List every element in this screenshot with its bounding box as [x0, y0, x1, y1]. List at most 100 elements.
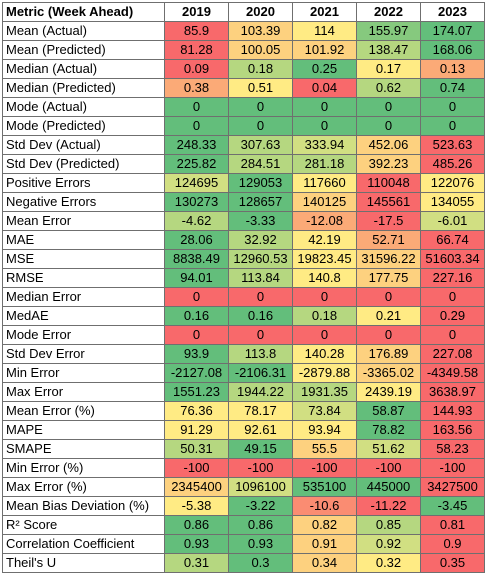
- value-cell[interactable]: 225.82: [164, 154, 229, 174]
- value-cell[interactable]: 3638.97: [420, 382, 485, 402]
- value-cell[interactable]: 110048: [356, 173, 421, 193]
- value-cell[interactable]: 55.5: [292, 439, 357, 459]
- value-cell[interactable]: 0.25: [292, 59, 357, 79]
- value-cell[interactable]: 93.9: [164, 344, 229, 364]
- header-year-2021[interactable]: 2021: [292, 2, 357, 22]
- value-cell[interactable]: 333.94: [292, 135, 357, 155]
- value-cell[interactable]: 0.18: [292, 306, 357, 326]
- value-cell[interactable]: 51.62: [356, 439, 421, 459]
- value-cell[interactable]: 8838.49: [164, 249, 229, 269]
- metric-label-cell[interactable]: Std Dev Error: [2, 344, 165, 364]
- metric-label-cell[interactable]: Mode Error: [2, 325, 165, 345]
- value-cell[interactable]: -10.6: [292, 496, 357, 516]
- value-cell[interactable]: 138.47: [356, 40, 421, 60]
- metric-label-cell[interactable]: R² Score: [2, 515, 165, 535]
- metric-label-cell[interactable]: Positive Errors: [2, 173, 165, 193]
- value-cell[interactable]: 0.38: [164, 78, 229, 98]
- value-cell[interactable]: -100: [356, 458, 421, 478]
- value-cell[interactable]: 0.16: [228, 306, 293, 326]
- metric-label-cell[interactable]: Mean Error (%): [2, 401, 165, 421]
- value-cell[interactable]: 81.28: [164, 40, 229, 60]
- value-cell[interactable]: 0.17: [356, 59, 421, 79]
- value-cell[interactable]: 155.97: [356, 21, 421, 41]
- header-metric[interactable]: Metric (Week Ahead): [2, 2, 165, 22]
- value-cell[interactable]: 0.3: [228, 553, 293, 573]
- value-cell[interactable]: 0: [420, 97, 485, 117]
- value-cell[interactable]: 176.89: [356, 344, 421, 364]
- value-cell[interactable]: 0.21: [356, 306, 421, 326]
- value-cell[interactable]: 163.56: [420, 420, 485, 440]
- value-cell[interactable]: 128657: [228, 192, 293, 212]
- value-cell[interactable]: 78.17: [228, 401, 293, 421]
- value-cell[interactable]: -17.5: [356, 211, 421, 231]
- value-cell[interactable]: 1551.23: [164, 382, 229, 402]
- metric-label-cell[interactable]: Mean (Predicted): [2, 40, 165, 60]
- value-cell[interactable]: -4349.58: [420, 363, 485, 383]
- value-cell[interactable]: 3427500: [420, 477, 485, 497]
- value-cell[interactable]: 85.9: [164, 21, 229, 41]
- value-cell[interactable]: 42.19: [292, 230, 357, 250]
- value-cell[interactable]: -100: [292, 458, 357, 478]
- value-cell[interactable]: 0.04: [292, 78, 357, 98]
- value-cell[interactable]: 93.94: [292, 420, 357, 440]
- value-cell[interactable]: 0.93: [164, 534, 229, 554]
- value-cell[interactable]: 0: [228, 325, 293, 345]
- value-cell[interactable]: 0.62: [356, 78, 421, 98]
- metric-label-cell[interactable]: RMSE: [2, 268, 165, 288]
- value-cell[interactable]: 0.32: [356, 553, 421, 573]
- value-cell[interactable]: -5.38: [164, 496, 229, 516]
- value-cell[interactable]: 50.31: [164, 439, 229, 459]
- metric-label-cell[interactable]: MSE: [2, 249, 165, 269]
- value-cell[interactable]: 0.9: [420, 534, 485, 554]
- value-cell[interactable]: 523.63: [420, 135, 485, 155]
- metric-label-cell[interactable]: MAPE: [2, 420, 165, 440]
- value-cell[interactable]: 0.09: [164, 59, 229, 79]
- metric-label-cell[interactable]: Median Error: [2, 287, 165, 307]
- value-cell[interactable]: 144.93: [420, 401, 485, 421]
- value-cell[interactable]: 0: [164, 287, 229, 307]
- metric-label-cell[interactable]: Median (Actual): [2, 59, 165, 79]
- metric-label-cell[interactable]: Mean Error: [2, 211, 165, 231]
- value-cell[interactable]: 0.86: [228, 515, 293, 535]
- header-year-2022[interactable]: 2022: [356, 2, 421, 22]
- metric-label-cell[interactable]: MAE: [2, 230, 165, 250]
- metric-label-cell[interactable]: MedAE: [2, 306, 165, 326]
- value-cell[interactable]: 103.39: [228, 21, 293, 41]
- value-cell[interactable]: -2127.08: [164, 363, 229, 383]
- metric-label-cell[interactable]: Mode (Actual): [2, 97, 165, 117]
- value-cell[interactable]: 0.13: [420, 59, 485, 79]
- value-cell[interactable]: 0: [356, 325, 421, 345]
- value-cell[interactable]: -3.33: [228, 211, 293, 231]
- value-cell[interactable]: 12960.53: [228, 249, 293, 269]
- header-year-2023[interactable]: 2023: [420, 2, 485, 22]
- value-cell[interactable]: 92.61: [228, 420, 293, 440]
- value-cell[interactable]: 130273: [164, 192, 229, 212]
- value-cell[interactable]: 78.82: [356, 420, 421, 440]
- value-cell[interactable]: 0.74: [420, 78, 485, 98]
- metric-label-cell[interactable]: Max Error (%): [2, 477, 165, 497]
- value-cell[interactable]: 0: [292, 287, 357, 307]
- value-cell[interactable]: 248.33: [164, 135, 229, 155]
- value-cell[interactable]: 94.01: [164, 268, 229, 288]
- metric-label-cell[interactable]: Min Error (%): [2, 458, 165, 478]
- value-cell[interactable]: 0: [164, 116, 229, 136]
- header-year-2020[interactable]: 2020: [228, 2, 293, 22]
- value-cell[interactable]: 76.36: [164, 401, 229, 421]
- value-cell[interactable]: 1944.22: [228, 382, 293, 402]
- value-cell[interactable]: 0: [420, 325, 485, 345]
- value-cell[interactable]: 0.35: [420, 553, 485, 573]
- value-cell[interactable]: 1096100: [228, 477, 293, 497]
- value-cell[interactable]: 140.8: [292, 268, 357, 288]
- value-cell[interactable]: 307.63: [228, 135, 293, 155]
- metric-label-cell[interactable]: Max Error: [2, 382, 165, 402]
- value-cell[interactable]: 0.34: [292, 553, 357, 573]
- value-cell[interactable]: 392.23: [356, 154, 421, 174]
- value-cell[interactable]: 145561: [356, 192, 421, 212]
- value-cell[interactable]: 0: [228, 97, 293, 117]
- value-cell[interactable]: 113.8: [228, 344, 293, 364]
- value-cell[interactable]: -12.08: [292, 211, 357, 231]
- value-cell[interactable]: 2345400: [164, 477, 229, 497]
- metric-label-cell[interactable]: Correlation Coefficient: [2, 534, 165, 554]
- metric-label-cell[interactable]: SMAPE: [2, 439, 165, 459]
- value-cell[interactable]: 0: [164, 97, 229, 117]
